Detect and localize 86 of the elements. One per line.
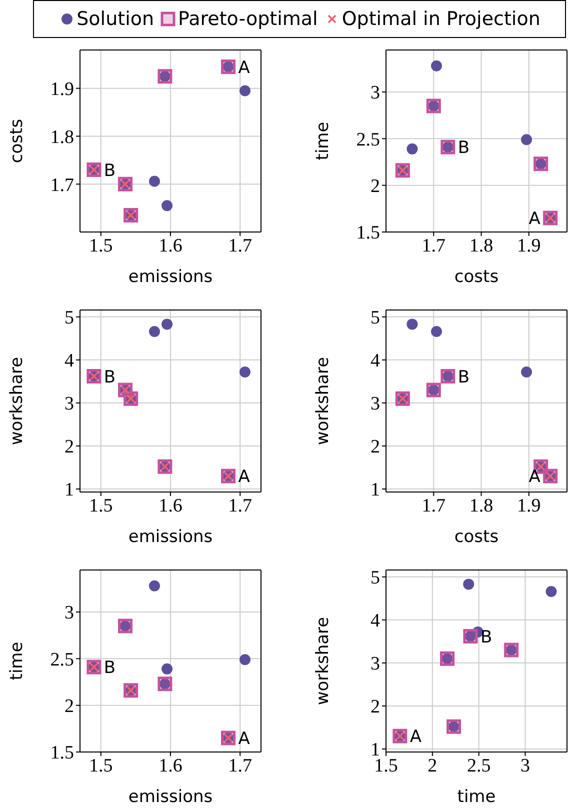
point <box>162 663 173 674</box>
point <box>521 366 532 378</box>
x-tick-label: 1.8 <box>469 235 494 256</box>
y-tick-label: 1.9 <box>50 79 74 100</box>
x-tick-label: 2.5 <box>466 755 491 776</box>
y-tick-label: 4 <box>64 350 74 372</box>
y-tick-label: 2 <box>64 696 74 718</box>
y-tick-label: 5 <box>370 568 380 589</box>
y-tick-label: 5 <box>370 308 380 329</box>
point <box>406 143 418 154</box>
legend-label: Pareto-optimal <box>178 8 318 30</box>
x-axis-title: emissions <box>128 787 213 807</box>
x-tick-label: 2 <box>428 755 438 776</box>
x-axis-title: emissions <box>128 267 213 287</box>
point <box>430 326 442 338</box>
x-tick-label: 1.9 <box>517 495 541 516</box>
y-tick-label: 3 <box>370 654 380 675</box>
x-axis-title: costs <box>454 267 499 287</box>
point <box>162 318 173 330</box>
y-tick-label: 1 <box>64 480 74 501</box>
y-axis-title: time <box>7 642 28 680</box>
x-tick-label: 1.7 <box>228 235 252 256</box>
legend-label: Solution <box>76 8 154 30</box>
y-tick-label: 2 <box>370 436 380 458</box>
annotation: A <box>410 727 422 748</box>
point <box>148 326 160 338</box>
y-tick-label: 1 <box>370 480 380 501</box>
point <box>148 176 160 187</box>
y-tick-label: 4 <box>370 350 380 372</box>
y-tick-label: 2 <box>64 436 74 458</box>
annotation: B <box>458 138 470 158</box>
y-tick-label: 2 <box>370 176 380 198</box>
x-tick-label: 1.7 <box>228 495 252 516</box>
x-tick-label: 1.9 <box>517 235 541 256</box>
annotation: A <box>238 467 250 488</box>
y-tick-label: 1.8 <box>50 126 74 148</box>
point <box>162 200 173 212</box>
point <box>406 318 418 330</box>
x-tick-label: 1.8 <box>469 495 494 516</box>
y-tick-label: 3 <box>370 394 380 415</box>
y-tick-label: 2 <box>370 696 380 718</box>
y-axis-title: workshare <box>7 356 28 446</box>
x-tick-label: 1.6 <box>158 755 182 776</box>
x-axis-title: time <box>457 787 496 807</box>
point <box>239 366 250 378</box>
y-axis-title: costs <box>7 118 28 164</box>
point <box>239 85 250 96</box>
y-tick-label: 5 <box>64 308 74 329</box>
y-tick-label: 3 <box>370 82 380 104</box>
x-tick-label: 1.6 <box>158 235 182 256</box>
point <box>148 580 160 592</box>
x-tick-label: 1.7 <box>422 495 446 516</box>
x-tick-label: 3 <box>520 755 530 776</box>
point <box>521 134 532 146</box>
point <box>430 60 442 72</box>
x-axis-title: costs <box>454 527 499 547</box>
y-tick-label: 3 <box>64 602 74 624</box>
point <box>463 578 474 590</box>
y-tick-label: 4 <box>370 610 380 632</box>
annotation: A <box>528 209 541 230</box>
x-tick-label: 1.7 <box>422 235 446 256</box>
annotation: B <box>480 627 492 648</box>
point <box>472 626 484 638</box>
x-axis-title: emissions <box>128 527 213 547</box>
annotation: A <box>238 729 250 750</box>
annotation: B <box>458 367 470 388</box>
y-axis-title: time <box>313 122 334 160</box>
y-tick-label: 1.7 <box>50 174 74 196</box>
annotation: A <box>528 467 541 488</box>
y-tick-label: 2.5 <box>50 649 74 670</box>
y-tick-label: 2.5 <box>356 129 380 150</box>
x-tick-label: 1.6 <box>158 495 182 516</box>
point <box>239 654 250 666</box>
annotation: A <box>238 58 250 78</box>
annotation: B <box>104 658 116 678</box>
x-tick-label: 1.5 <box>89 495 113 516</box>
x-tick-label: 1.5 <box>89 755 113 776</box>
y-axis-title: workshare <box>313 616 334 706</box>
x-tick-label: 1.5 <box>89 235 113 256</box>
annotation: B <box>104 160 116 181</box>
legend-label: Optimal in Projection <box>342 8 540 30</box>
point <box>546 586 557 598</box>
annotation: B <box>104 367 116 388</box>
x-tick-label: 1.7 <box>228 755 252 776</box>
y-tick-label: 3 <box>64 394 74 415</box>
y-axis-title: workshare <box>313 356 334 446</box>
